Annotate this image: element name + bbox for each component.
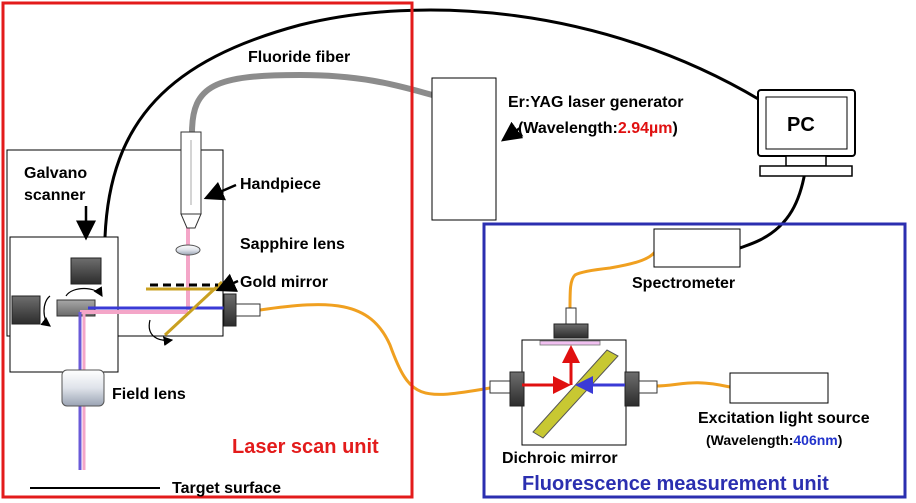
- dichroic-left-connector: [489, 380, 511, 394]
- laser-generator-pointer-arrow: [500, 121, 524, 142]
- gold-mirror-pointer-arrow: [215, 273, 239, 292]
- sapphire-lens-label: Sapphire lens: [240, 236, 345, 253]
- handpiece-label: Handpiece: [240, 176, 321, 193]
- excitation-wavelength-value: 406nm: [793, 432, 837, 448]
- dichroic-mirror-label: Dichroic mirror: [502, 450, 618, 467]
- spectrometer-box: [653, 228, 741, 268]
- dichroic-to-excitation-fiber: [654, 381, 731, 389]
- gold-mirror-rotation-arrow: [148, 319, 174, 346]
- laser-generator-box: [431, 77, 497, 221]
- laser-scan-unit-frame: [1, 1, 414, 499]
- pc-icon: [757, 89, 856, 177]
- dichroic-left-port: [509, 371, 525, 407]
- excitation-wavelength-label: (Wavelength:406nm): [706, 432, 842, 448]
- sapphire-lens: [175, 244, 201, 256]
- field-lens: [61, 369, 105, 407]
- rotation-arrow-left: [40, 295, 51, 327]
- galvano-pc-cable: [103, 8, 761, 238]
- fluoride-fiber: [189, 71, 441, 134]
- galvano-motor-top: [70, 257, 102, 285]
- emission-filter: [539, 340, 601, 346]
- spectrometer-label: Spectrometer: [632, 275, 735, 292]
- scan-to-dichroic-fiber: [259, 303, 491, 396]
- field-lens-label: Field lens: [112, 386, 186, 403]
- fluorescence-unit-frame: [482, 222, 907, 499]
- laser-scan-unit-label: Laser scan unit: [232, 436, 379, 458]
- gold-mirror-label: Gold mirror: [240, 274, 328, 291]
- dichroic-to-spectrometer-fiber: [568, 250, 657, 309]
- laser-generator-label: Er:YAG laser generator: [508, 94, 683, 111]
- pc-spectrometer-cable: [739, 171, 807, 250]
- excitation-source-box: [729, 372, 829, 404]
- fluorescence-unit-label: Fluorescence measurement unit: [522, 473, 829, 495]
- handpiece-tip: [180, 213, 202, 229]
- fluoride-fiber-label: Fluoride fiber: [248, 49, 350, 66]
- galvano-label-line1: Galvano: [24, 165, 87, 182]
- scan-fiber-port: [223, 293, 237, 327]
- dichroic-top-connector: [565, 307, 577, 325]
- target-surface-label: Target surface: [172, 480, 281, 497]
- scan-fiber-connector: [235, 303, 261, 317]
- pc-label: PC: [787, 114, 815, 136]
- laser-wavelength-value: 2.94µm: [618, 120, 673, 137]
- excitation-source-label: Excitation light source: [698, 410, 870, 427]
- gold-mirror-diagonal: [163, 280, 224, 337]
- rotation-arrow-top: [65, 286, 103, 298]
- dichroic-right-connector: [638, 380, 658, 394]
- dichroic-right-port: [624, 371, 640, 407]
- handpiece-pointer-arrow: [203, 181, 237, 201]
- laser-wavelength-label: (Wavelength:2.94µm): [518, 120, 678, 137]
- galvano-label-line2: scanner: [24, 187, 85, 204]
- galvano-motor-left: [11, 295, 41, 325]
- dichroic-top-port: [553, 323, 589, 339]
